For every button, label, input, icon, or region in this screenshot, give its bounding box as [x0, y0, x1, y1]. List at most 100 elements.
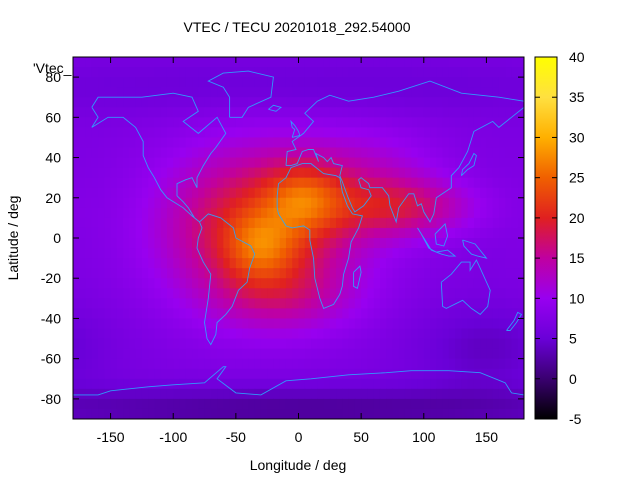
heatmap-cell — [486, 157, 494, 169]
heatmap-cell — [436, 298, 444, 309]
heatmap-cell — [135, 258, 143, 269]
heatmap-cell — [317, 197, 325, 209]
heatmap-cell — [248, 97, 256, 108]
heatmap-cell — [248, 77, 256, 88]
heatmap-cell — [304, 217, 312, 229]
heatmap-cell — [135, 278, 143, 289]
heatmap-cell — [279, 87, 287, 98]
heatmap-cell — [379, 77, 387, 88]
heatmap-cell — [104, 107, 112, 118]
heatmap-cell — [486, 398, 494, 410]
heatmap-cell — [436, 107, 444, 118]
heatmap-cell — [198, 368, 206, 380]
heatmap-cell — [473, 408, 481, 419]
heatmap-cell — [148, 117, 156, 128]
x-tick-label: 50 — [353, 429, 369, 445]
heatmap-cell — [461, 358, 469, 370]
heatmap-cell — [498, 288, 506, 299]
heatmap-cell — [110, 57, 118, 68]
heatmap-cell — [398, 368, 406, 380]
heatmap-cell — [254, 348, 262, 360]
heatmap-cell — [461, 328, 469, 340]
heatmap-cell — [361, 167, 369, 179]
heatmap-cell — [298, 207, 306, 219]
heatmap-cell — [480, 87, 488, 98]
heatmap-cell — [480, 338, 488, 350]
heatmap-cell — [285, 408, 293, 419]
heatmap-cell — [223, 288, 231, 299]
heatmap-cell — [323, 137, 331, 149]
heatmap-cell — [348, 107, 356, 118]
heatmap-cell — [467, 348, 475, 360]
heatmap-cell — [242, 358, 249, 370]
heatmap-cell — [436, 368, 444, 380]
heatmap-cell — [348, 187, 356, 199]
heatmap-cell — [260, 97, 268, 108]
heatmap-cell — [204, 398, 212, 410]
heatmap-cell — [511, 217, 519, 229]
heatmap-cell — [442, 288, 450, 299]
heatmap-cell — [317, 268, 325, 279]
heatmap-cell — [135, 358, 143, 370]
heatmap-cell — [160, 77, 168, 88]
heatmap-cell — [336, 338, 343, 350]
heatmap-cell — [298, 278, 306, 289]
heatmap-cell — [154, 57, 162, 68]
heatmap-cell — [436, 117, 444, 128]
heatmap-cell — [104, 328, 112, 340]
heatmap-cell — [242, 87, 249, 98]
heatmap-cell — [85, 408, 93, 419]
heatmap-cell — [242, 207, 249, 219]
heatmap-cell — [448, 388, 456, 400]
heatmap-cell — [223, 107, 231, 118]
heatmap-cell — [192, 288, 199, 299]
heatmap-cell — [242, 318, 249, 330]
heatmap-cell — [461, 338, 469, 350]
heatmap-cell — [373, 107, 381, 118]
heatmap-cell — [179, 217, 187, 229]
heatmap-cell — [304, 348, 312, 360]
heatmap-cell — [423, 338, 431, 350]
heatmap-cell — [354, 97, 362, 108]
heatmap-cell — [348, 137, 356, 149]
heatmap-cell — [254, 177, 262, 189]
heatmap-cell — [254, 338, 262, 350]
heatmap-cell — [217, 348, 224, 360]
heatmap-cell — [223, 177, 231, 189]
heatmap-cell — [323, 288, 331, 299]
heatmap-cell — [430, 57, 437, 68]
heatmap-cell — [242, 167, 249, 179]
heatmap-cell — [135, 388, 143, 400]
heatmap-cell — [198, 77, 206, 88]
heatmap-cell — [348, 157, 356, 169]
heatmap-cell — [448, 378, 456, 390]
heatmap-cell — [379, 248, 387, 259]
heatmap-cell — [123, 147, 130, 159]
heatmap-cell — [260, 278, 268, 289]
heatmap-cell — [423, 288, 431, 299]
heatmap-cell — [217, 207, 224, 219]
heatmap-cell — [285, 278, 293, 289]
heatmap-cell — [386, 398, 394, 410]
heatmap-cell — [498, 57, 506, 68]
heatmap-cell — [210, 177, 218, 189]
heatmap-cell — [123, 318, 130, 330]
heatmap-cell — [85, 398, 93, 410]
heatmap-cell — [198, 268, 206, 279]
heatmap-cell — [260, 338, 268, 350]
heatmap-cell — [260, 207, 268, 219]
heatmap-cell — [141, 338, 149, 350]
heatmap-cell — [129, 348, 137, 360]
heatmap-cell — [311, 197, 318, 209]
heatmap-cell — [148, 368, 156, 380]
heatmap-cell — [242, 157, 249, 169]
heatmap-cell — [254, 107, 262, 118]
heatmap-cell — [116, 388, 124, 400]
heatmap-cell — [91, 87, 99, 98]
heatmap-cell — [517, 157, 524, 169]
heatmap-cell — [148, 77, 156, 88]
y-tick-label: 60 — [45, 109, 61, 125]
heatmap-cell — [135, 408, 143, 419]
heatmap-cell — [166, 348, 174, 360]
heatmap-cell — [198, 147, 206, 159]
